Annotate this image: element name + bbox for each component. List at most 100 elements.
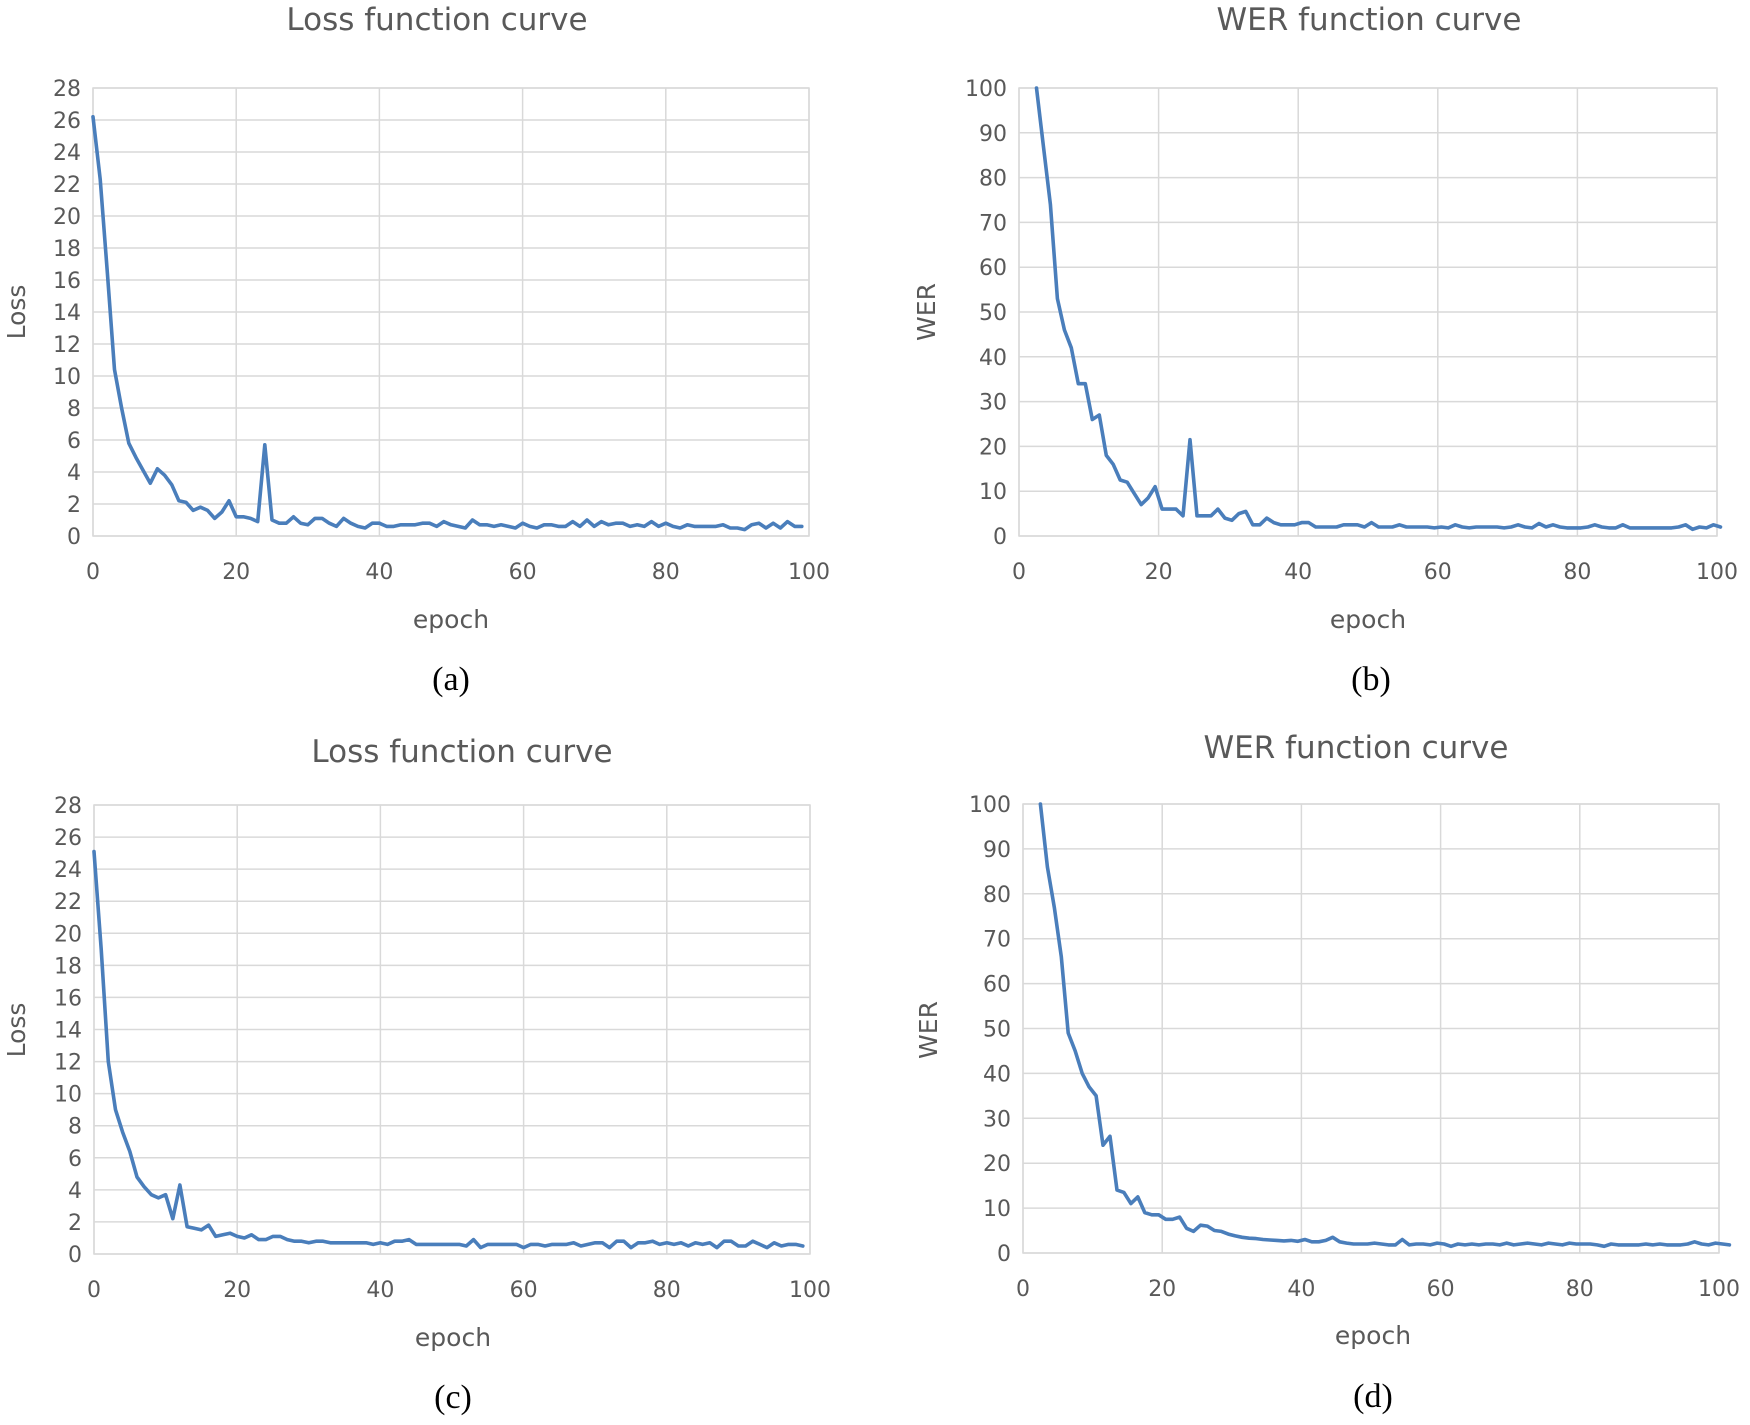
- y-tick-label: 6: [68, 1147, 82, 1172]
- x-tick-label: 100: [788, 560, 830, 585]
- y-tick-label: 28: [53, 77, 81, 102]
- y-tick-label: 40: [983, 1062, 1011, 1087]
- wer-line-series: [1034, 86, 1723, 532]
- y-tick-label: 16: [54, 986, 82, 1011]
- y-axis-label: Loss: [2, 1003, 31, 1058]
- y-tick-label: 30: [983, 1107, 1011, 1132]
- panel-caption: (a): [432, 661, 470, 698]
- x-tick-label: 60: [1427, 1277, 1455, 1302]
- gridlines: [93, 804, 811, 1255]
- x-tick-label: 60: [509, 560, 537, 585]
- y-tick-label: 18: [54, 954, 82, 979]
- y-tick-label: 8: [68, 1115, 82, 1140]
- x-tick-label: 20: [222, 560, 250, 585]
- panel-caption: (c): [434, 1379, 472, 1416]
- y-tick-label: 0: [67, 525, 81, 550]
- y-tick-label: 80: [979, 167, 1007, 192]
- x-tick-label: 40: [1287, 1277, 1315, 1302]
- y-tick-label: 4: [68, 1179, 82, 1204]
- y-tick-label: 22: [53, 173, 81, 198]
- y-tick-label: 14: [53, 301, 81, 326]
- plot-area-frame: [1018, 87, 1718, 537]
- x-tick-label: 80: [1563, 560, 1591, 585]
- x-axis-ticks: 0 20 40 60 80 100: [86, 560, 830, 585]
- y-tick-label: 60: [979, 256, 1007, 281]
- loss-line-series: [92, 849, 805, 1250]
- chart-panel-b: WER function curve 0 10 20 30 40 50 60 70 80 90 10…: [912, 2, 1738, 698]
- gridlines: [1022, 803, 1720, 1254]
- y-tick-label: 4: [67, 461, 81, 486]
- x-tick-label: 100: [1698, 1277, 1740, 1302]
- x-axis-ticks: 0 20 40 60 80 100: [87, 1278, 831, 1303]
- y-tick-label: 10: [53, 365, 81, 390]
- y-tick-label: 60: [983, 973, 1011, 998]
- y-tick-label: 0: [68, 1243, 82, 1268]
- y-tick-label: 10: [54, 1083, 82, 1108]
- x-tick-label: 40: [1284, 560, 1312, 585]
- y-tick-label: 50: [979, 301, 1007, 326]
- x-tick-label: 80: [653, 1278, 681, 1303]
- x-tick-label: 100: [789, 1278, 831, 1303]
- plot-area-frame: [93, 804, 811, 1255]
- x-tick-label: 80: [1566, 1277, 1594, 1302]
- y-tick-label: 20: [53, 205, 81, 230]
- y-tick-label: 90: [983, 838, 1011, 863]
- chart-title: WER function curve: [1217, 2, 1522, 38]
- y-tick-label: 10: [983, 1197, 1011, 1222]
- chart-panel-d: WER function curve 0 10 20 30 40 50 60 70 80 90 10…: [914, 730, 1740, 1415]
- x-tick-label: 0: [86, 560, 100, 585]
- y-tick-label: 16: [53, 269, 81, 294]
- chart-title: Loss function curve: [311, 734, 612, 770]
- gridlines: [1018, 87, 1718, 537]
- gridlines: [92, 87, 810, 537]
- x-tick-label: 60: [1424, 560, 1452, 585]
- x-tick-label: 80: [652, 560, 680, 585]
- y-tick-label: 100: [965, 77, 1007, 102]
- y-tick-label: 26: [53, 109, 81, 134]
- panel-caption: (d): [1353, 1378, 1393, 1415]
- y-tick-label: 24: [54, 858, 82, 883]
- y-tick-label: 20: [54, 922, 82, 947]
- y-tick-label: 14: [54, 1019, 82, 1044]
- x-axis-label: epoch: [413, 605, 489, 634]
- chart-title: Loss function curve: [286, 2, 587, 38]
- x-tick-label: 60: [510, 1278, 538, 1303]
- y-tick-label: 30: [979, 391, 1007, 416]
- y-tick-label: 12: [53, 333, 81, 358]
- y-axis-label: Loss: [2, 285, 31, 340]
- y-axis-ticks: 0 10 20 30 40 50 60 70 80 90 100: [969, 793, 1011, 1267]
- y-tick-label: 10: [979, 480, 1007, 505]
- y-tick-label: 90: [979, 122, 1007, 147]
- x-tick-label: 40: [365, 560, 393, 585]
- y-axis-ticks: 0 10 20 30 40 50 60 70 80 90 100: [965, 77, 1007, 550]
- y-axis-label: WER: [914, 1001, 943, 1059]
- y-tick-label: 100: [969, 793, 1011, 818]
- y-tick-label: 2: [67, 493, 81, 518]
- y-tick-label: 18: [53, 237, 81, 262]
- y-tick-label: 20: [979, 435, 1007, 460]
- y-tick-label: 50: [983, 1018, 1011, 1043]
- y-tick-label: 70: [983, 928, 1011, 953]
- y-tick-label: 70: [979, 211, 1007, 236]
- y-tick-label: 22: [54, 890, 82, 915]
- y-tick-label: 6: [67, 429, 81, 454]
- x-axis-label: epoch: [1330, 605, 1406, 634]
- y-tick-label: 24: [53, 141, 81, 166]
- y-axis-label: WER: [912, 283, 941, 341]
- x-axis-label: epoch: [1335, 1321, 1411, 1350]
- chart-title: WER function curve: [1204, 730, 1509, 766]
- y-tick-label: 28: [54, 794, 82, 819]
- chart-panel-c: Loss function curve 02468101214161820222…: [2, 734, 831, 1416]
- x-tick-label: 0: [1016, 1277, 1030, 1302]
- x-axis-ticks: 0 20 40 60 80 100: [1012, 560, 1738, 585]
- x-tick-label: 100: [1696, 560, 1738, 585]
- x-tick-label: 20: [1145, 560, 1173, 585]
- wer-line-series: [1038, 802, 1732, 1249]
- y-tick-label: 8: [67, 397, 81, 422]
- y-tick-label: 0: [997, 1242, 1011, 1267]
- x-tick-label: 20: [1148, 1277, 1176, 1302]
- y-tick-label: 12: [54, 1051, 82, 1076]
- y-tick-label: 2: [68, 1211, 82, 1236]
- x-axis-label: epoch: [415, 1323, 491, 1352]
